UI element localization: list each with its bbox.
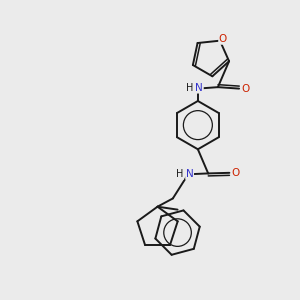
Text: O: O bbox=[219, 34, 227, 44]
Text: H: H bbox=[186, 83, 193, 93]
Text: H: H bbox=[176, 169, 184, 179]
Text: O: O bbox=[242, 84, 250, 94]
Text: O: O bbox=[232, 168, 240, 178]
Text: N: N bbox=[196, 83, 203, 93]
Text: N: N bbox=[186, 169, 194, 179]
